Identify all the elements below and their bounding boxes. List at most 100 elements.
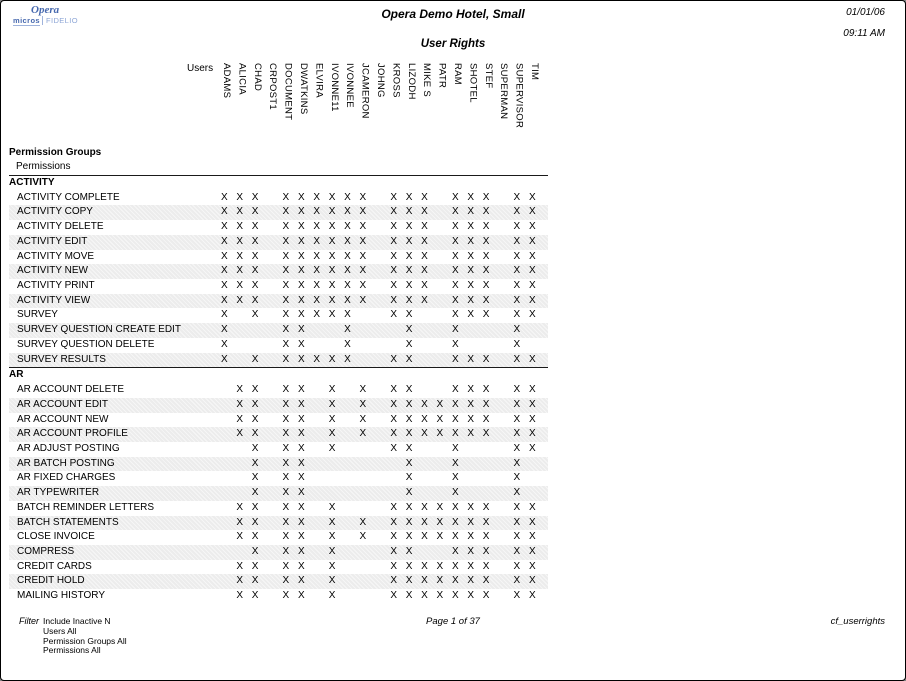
permission-mark: X: [405, 590, 413, 602]
permission-mark: X: [251, 545, 259, 557]
permission-mark: X: [451, 206, 459, 218]
permission-mark: X: [482, 413, 490, 425]
permission-mark: X: [528, 191, 536, 203]
permission-mark: X: [328, 353, 336, 365]
permission-mark: X: [467, 280, 475, 292]
user-column-header: PATR: [436, 63, 448, 89]
permission-mark: X: [328, 250, 336, 262]
user-column-header: MIKE S: [421, 63, 433, 98]
permission-mark: X: [528, 206, 536, 218]
permission-mark: X: [236, 280, 244, 292]
permission-mark: X: [467, 309, 475, 321]
permission-mark: X: [451, 294, 459, 306]
permission-mark: X: [282, 221, 290, 233]
permission-mark: X: [451, 413, 459, 425]
permission-mark: X: [251, 501, 259, 513]
user-column-header: TIM: [529, 63, 540, 81]
table-row: AR BATCH POSTING X X X X X X: [9, 456, 548, 472]
permission-mark: X: [251, 206, 259, 218]
permission-label: BATCH STATEMENTS: [17, 516, 119, 528]
permission-mark: X: [251, 294, 259, 306]
permission-mark: X: [328, 221, 336, 233]
permission-mark: X: [236, 501, 244, 513]
permission-label: CREDIT CARDS: [17, 560, 92, 572]
permission-mark: X: [328, 398, 336, 410]
permission-mark: X: [297, 191, 305, 203]
permission-mark: X: [421, 398, 428, 410]
permission-mark: X: [344, 250, 351, 262]
permission-mark: X: [220, 250, 228, 262]
permission-mark: X: [220, 294, 228, 306]
permission-mark: X: [405, 250, 413, 262]
permission-mark: X: [390, 250, 398, 262]
permission-label: ACTIVITY EDIT: [17, 235, 88, 247]
permission-mark: X: [297, 294, 305, 306]
permission-mark: X: [251, 384, 259, 396]
permission-mark: X: [390, 280, 398, 292]
permission-mark: X: [482, 221, 490, 233]
permission-mark: X: [297, 516, 305, 528]
permission-mark: X: [482, 428, 490, 440]
table-row: ACTIVITY MOVE X X X X X X X X X X X X X X X X X: [9, 250, 548, 265]
permission-mark: X: [513, 487, 521, 499]
table-row: MAILING HISTORY X X X X X X X X X X X X X X: [9, 589, 548, 604]
permission-mark: X: [359, 398, 367, 410]
permission-mark: X: [359, 428, 367, 440]
fidelio-logo-text: FIDELIO: [42, 16, 78, 25]
table-row: AR TYPEWRITER X X X X X X: [9, 486, 548, 501]
permission-mark: X: [467, 398, 475, 410]
permission-mark: X: [344, 353, 351, 365]
permission-mark: X: [482, 384, 490, 396]
permission-mark: X: [467, 545, 475, 557]
user-column-header: SHOTEL: [467, 63, 479, 103]
permission-mark: X: [451, 250, 459, 262]
table-row: ACTIVITY NEW X X X X X X X X X X X X X X X X X: [9, 264, 548, 280]
permission-mark: X: [390, 428, 398, 440]
table-row: ACTIVITY DELETE X X X X X X X X X X X X X X X X X: [9, 220, 548, 235]
permission-mark: X: [313, 265, 321, 277]
permissions-grid: ACTIVITY ACTIVITY COMPLETE X X X X X X X X X X X X X X X…: [1, 175, 905, 604]
permission-mark: X: [328, 206, 336, 218]
permission-mark: X: [405, 384, 413, 396]
user-column-header: DOCUMENT: [282, 63, 294, 121]
permission-mark: X: [513, 235, 521, 247]
permission-mark: X: [297, 338, 305, 350]
user-column-header: JCAMERON: [359, 63, 371, 119]
permission-label: AR ACCOUNT EDIT: [17, 398, 108, 410]
permission-mark: X: [282, 191, 290, 203]
permission-mark: X: [359, 221, 367, 233]
permission-mark: X: [390, 309, 398, 321]
permission-mark: X: [405, 472, 413, 484]
permission-label: ACTIVITY DELETE: [17, 221, 104, 233]
permission-mark: X: [451, 501, 459, 513]
permission-mark: X: [451, 309, 459, 321]
permission-mark: X: [451, 531, 459, 543]
opera-logo-text: Opera: [31, 4, 60, 16]
permission-mark: X: [513, 516, 521, 528]
table-row: ACTIVITY COPY X X X X X X X X X X X X X X X X X: [9, 205, 548, 221]
permission-mark: X: [467, 428, 475, 440]
user-column-header: CHAD: [251, 63, 263, 92]
table-row: AR ACCOUNT NEW X X X X X X X X X X X X X X X: [9, 413, 548, 428]
permission-mark: X: [451, 428, 459, 440]
table-row: ACTIVITY PRINT X X X X X X X X X X X X X X X X X: [9, 279, 548, 294]
permission-mark: X: [421, 191, 428, 203]
permission-label: AR ACCOUNT DELETE: [17, 384, 125, 396]
permission-mark: X: [513, 457, 521, 469]
permission-mark: X: [482, 294, 490, 306]
permission-mark: X: [513, 221, 521, 233]
permission-mark: X: [251, 516, 259, 528]
permission-mark: X: [390, 294, 398, 306]
report-title: User Rights: [420, 38, 486, 50]
permission-mark: X: [467, 294, 475, 306]
permission-mark: X: [282, 590, 290, 602]
permission-mark: X: [390, 206, 398, 218]
permission-mark: X: [297, 560, 305, 572]
permission-mark: X: [359, 413, 367, 425]
permission-mark: X: [220, 221, 228, 233]
table-row: SURVEY X X X X X X X X X X X X X X: [9, 308, 548, 323]
permission-mark: X: [467, 501, 475, 513]
section-name: AR: [9, 369, 24, 381]
permission-mark: X: [405, 353, 413, 365]
permission-mark: X: [328, 531, 336, 543]
